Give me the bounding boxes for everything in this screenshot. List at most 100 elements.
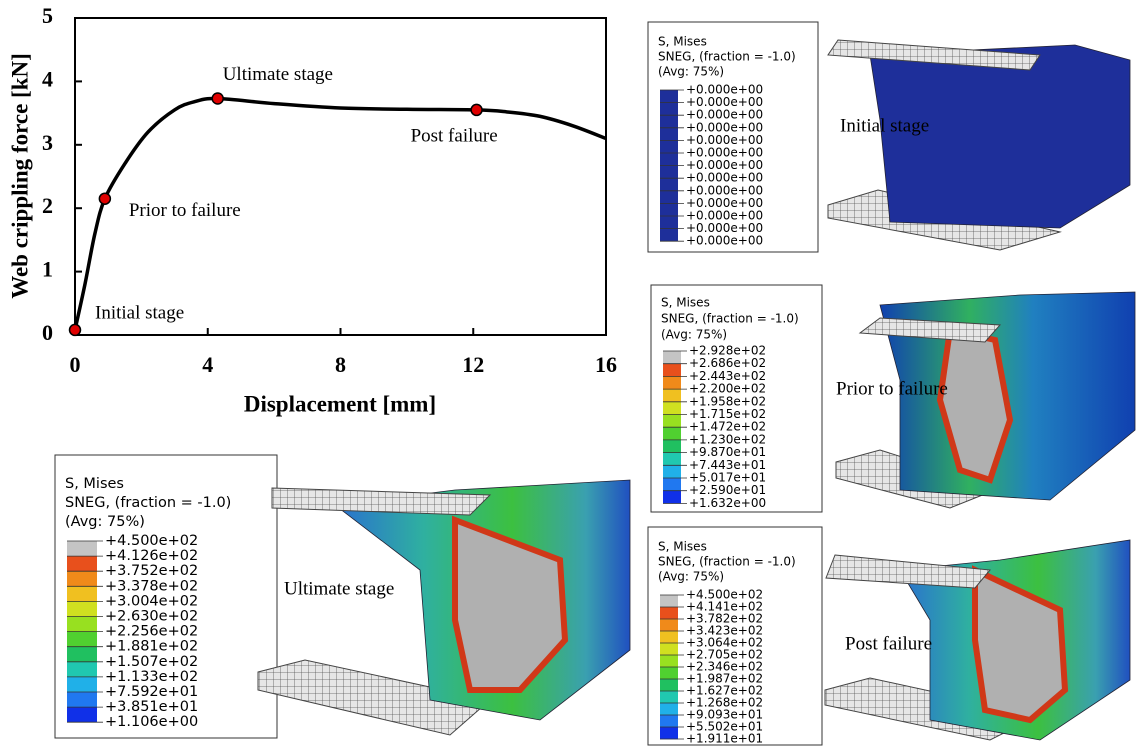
legend-value: +1.106e+00	[105, 714, 198, 730]
legend-band	[67, 541, 97, 556]
legend-value: +1.133e+02	[105, 669, 198, 685]
legend-band	[660, 595, 678, 607]
legend-band	[663, 364, 681, 377]
legend-value: +1.911e+01	[686, 732, 763, 746]
legend-band	[660, 229, 678, 242]
legend-band	[663, 453, 681, 466]
legend-title: S, Mises	[658, 540, 707, 554]
legend-band	[67, 632, 97, 647]
legend-band	[67, 647, 97, 662]
stage-label: Ultimate stage	[223, 64, 333, 85]
y-tick-label: 0	[42, 320, 53, 345]
stage-label: Post failure	[411, 125, 498, 146]
legend-title: (Avg: 75%)	[658, 570, 724, 584]
x-tick-label: 12	[462, 352, 484, 377]
legend-value: +4.500e+02	[105, 533, 198, 549]
legend-band	[663, 415, 681, 428]
legend-band	[663, 478, 681, 491]
legend-band	[660, 679, 678, 691]
legend-band	[660, 216, 678, 229]
legend-band	[67, 617, 97, 632]
legend-band	[660, 90, 678, 103]
legend-band	[660, 691, 678, 703]
legend-band	[660, 178, 678, 191]
legend-band	[660, 667, 678, 679]
x-tick-label: 0	[70, 352, 81, 377]
legend-title: S, Mises	[658, 35, 707, 49]
x-tick-label: 4	[202, 352, 213, 377]
x-tick-label: 8	[335, 352, 346, 377]
legend-band	[663, 465, 681, 478]
legend-title: (Avg: 75%)	[65, 514, 145, 530]
legend-title: SNEG, (fraction = -1.0)	[658, 50, 796, 64]
legend-band	[663, 402, 681, 415]
legend-value: +2.256e+02	[105, 624, 198, 640]
legend-title: S, Mises	[661, 296, 710, 310]
legend-value: +3.851e+01	[105, 699, 198, 715]
legend-band	[660, 607, 678, 619]
legend-band	[663, 376, 681, 389]
stage-name: Initial stage	[840, 115, 929, 136]
stage-label: Prior to failure	[129, 200, 241, 221]
y-tick-label: 4	[42, 66, 53, 91]
legend-band	[67, 662, 97, 677]
stage-label: Initial stage	[95, 302, 184, 323]
legend-band	[67, 677, 97, 692]
legend-band	[660, 655, 678, 667]
legend-band	[660, 140, 678, 153]
legend-band	[660, 727, 678, 739]
legend-value: +4.126e+02	[105, 548, 198, 564]
legend-band	[660, 203, 678, 216]
legend-band	[660, 115, 678, 128]
legend-value: +3.378e+02	[105, 578, 198, 594]
legend-band	[67, 601, 97, 616]
legend-value: +3.004e+02	[105, 593, 198, 609]
y-axis-label: Web crippling force [kN]	[7, 53, 32, 299]
y-tick-label: 3	[42, 130, 53, 155]
section-model	[870, 45, 1130, 228]
legend-band	[663, 389, 681, 402]
stage-marker	[99, 193, 110, 204]
legend-band	[663, 351, 681, 364]
x-tick-label: 16	[595, 352, 617, 377]
legend-value: +7.592e+01	[105, 684, 198, 700]
stage-name: Prior to failure	[836, 378, 948, 399]
legend-band	[660, 166, 678, 179]
legend-value: +1.507e+02	[105, 654, 198, 670]
legend-band	[660, 703, 678, 715]
y-tick-label: 1	[42, 257, 53, 282]
legend-band	[67, 707, 97, 722]
legend-title: S, Mises	[65, 476, 124, 492]
stage-name: Ultimate stage	[284, 578, 394, 599]
legend-title: (Avg: 75%)	[661, 328, 727, 342]
legend-band	[660, 128, 678, 141]
legend-value: +1.881e+02	[105, 639, 198, 655]
legend-band	[67, 586, 97, 601]
legend-band	[660, 103, 678, 116]
figure: Displacement [mm] Web crippling force [k…	[0, 0, 1139, 749]
legend-value: +2.630e+02	[105, 609, 198, 625]
legend-band	[67, 556, 97, 571]
legend-title: SNEG, (fraction = -1.0)	[65, 495, 231, 511]
legend-band	[660, 631, 678, 643]
legend-band	[660, 153, 678, 166]
legend-value: +0.000e+00	[686, 234, 763, 248]
legend-band	[67, 692, 97, 707]
stage-marker	[471, 104, 482, 115]
legend-value: +3.752e+02	[105, 563, 198, 579]
legend-band	[660, 191, 678, 204]
legend-band	[660, 619, 678, 631]
x-axis-label: Displacement [mm]	[244, 391, 436, 416]
legend-band	[663, 427, 681, 440]
y-tick-label: 2	[42, 193, 53, 218]
legend-band	[660, 643, 678, 655]
stage-marker	[70, 324, 81, 335]
legend-band	[663, 440, 681, 453]
legend-value: +1.632e+00	[689, 496, 766, 510]
legend-band	[660, 715, 678, 727]
legend-title: SNEG, (fraction = -1.0)	[658, 555, 796, 569]
legend-band	[663, 491, 681, 504]
legend-band	[67, 571, 97, 586]
stage-marker	[212, 93, 223, 104]
y-tick-label: 5	[42, 3, 53, 28]
